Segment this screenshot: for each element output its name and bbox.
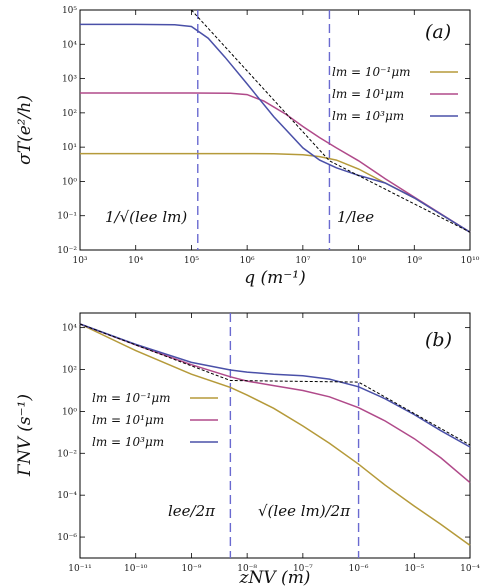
series-line-b-1 xyxy=(79,323,471,484)
y-tick-label-a-5: 10³ xyxy=(62,75,77,85)
y-tick-label-a-6: 10⁴ xyxy=(62,40,77,50)
y-tick-label-b-3: 10⁰ xyxy=(62,407,77,417)
series-line-a-1 xyxy=(80,92,471,233)
x-tick-label-a-0: 10³ xyxy=(72,256,87,266)
panel-label-b: (b) xyxy=(425,329,452,351)
y-axis-label-a: σT(e²/h) xyxy=(15,95,35,165)
y-axis-label-b: ΓNV (s⁻¹) xyxy=(15,394,35,477)
x-tick-label-b-2: 10⁻⁹ xyxy=(182,564,202,574)
y-tick-label-b-0: 10⁻⁶ xyxy=(57,533,77,543)
series-line-b-2 xyxy=(79,323,471,448)
asymptote-line-a xyxy=(191,9,471,233)
y-tick-label-b-5: 10⁴ xyxy=(62,324,77,334)
panel-label-a: (a) xyxy=(425,21,451,43)
series-line-a-2 xyxy=(80,23,471,233)
legend-a-label-2: lm = 10³μm xyxy=(332,109,404,123)
x-tick-label-b-1: 10⁻¹⁰ xyxy=(124,564,148,574)
x-axis-label-b: zNV (m) xyxy=(239,568,311,588)
x-tick-label-a-3: 10⁶ xyxy=(240,256,255,266)
legend-b: lm = 10⁻¹μm lm = 10¹μm lm = 10³μm xyxy=(92,391,218,449)
legend-b-label-0: lm = 10⁻¹μm xyxy=(92,391,171,405)
y-tick-label-b-4: 10² xyxy=(62,366,77,376)
plot-frame-a xyxy=(79,9,471,251)
panel-a: 10³ 10⁴ 10⁵ 10⁶ 10⁷ 10⁸ 10⁹ 10¹⁰ 10⁻² 10⁻¹ 10⁰ 10¹ 1… xyxy=(15,6,480,288)
x-tick-label-b-6: 10⁻⁵ xyxy=(404,564,424,574)
x-tick-label-b-5: 10⁻⁶ xyxy=(349,564,369,574)
legend-b-label-1: lm = 10¹μm xyxy=(92,413,164,427)
guide-label-b-0: lee/2π xyxy=(168,502,216,520)
x-tick-label-a-7: 10¹⁰ xyxy=(461,256,480,266)
x-tick-label-b-7: 10⁻⁴ xyxy=(460,564,480,574)
panel-b: 10⁻¹¹ 10⁻¹⁰ 10⁻⁹ 10⁻⁸ 10⁻⁷ 10⁻⁶ 10⁻⁵ 10⁻⁴ 10⁻⁶ 10… xyxy=(15,312,480,588)
y-tick-label-b-2: 10⁻² xyxy=(57,449,77,459)
y-tick-label-a-7: 10⁵ xyxy=(62,6,77,16)
x-tick-label-a-5: 10⁸ xyxy=(351,256,366,266)
x-tick-label-b-4: 10⁻⁷ xyxy=(293,564,313,574)
y-tick-label-a-3: 10¹ xyxy=(62,143,77,153)
legend-b-label-2: lm = 10³μm xyxy=(92,435,164,449)
series-line-b-0 xyxy=(79,323,471,547)
plot-frame-b xyxy=(79,312,471,559)
x-axis-label-a: q (m⁻¹) xyxy=(244,268,305,288)
y-tick-label-b-1: 10⁻⁴ xyxy=(57,491,77,501)
x-tick-label-a-2: 10⁵ xyxy=(184,256,199,266)
legend-a-label-0: lm = 10⁻¹μm xyxy=(332,65,411,79)
guide-label-a-0: 1/√(lee lm) xyxy=(105,208,187,226)
x-tick-label-b-3: 10⁻⁸ xyxy=(237,564,257,574)
x-tick-label-b-0: 10⁻¹¹ xyxy=(68,564,91,574)
legend-a-label-1: lm = 10¹μm xyxy=(332,87,404,101)
x-tick-label-a-6: 10⁹ xyxy=(407,256,422,266)
guide-label-a-1: 1/lee xyxy=(337,208,374,226)
y-tick-label-a-4: 10² xyxy=(62,109,77,119)
legend-a: lm = 10⁻¹μm lm = 10¹μm lm = 10³μm xyxy=(332,65,458,123)
asymptote-line-b xyxy=(79,323,471,446)
x-tick-label-a-4: 10⁷ xyxy=(295,256,310,266)
x-tick-label-a-1: 10⁴ xyxy=(128,256,143,266)
guide-label-b-1: √(lee lm)/2π xyxy=(258,502,351,520)
y-tick-label-a-1: 10⁻¹ xyxy=(57,212,77,222)
y-tick-label-a-2: 10⁰ xyxy=(62,177,77,187)
y-tick-label-a-0: 10⁻² xyxy=(57,246,77,256)
